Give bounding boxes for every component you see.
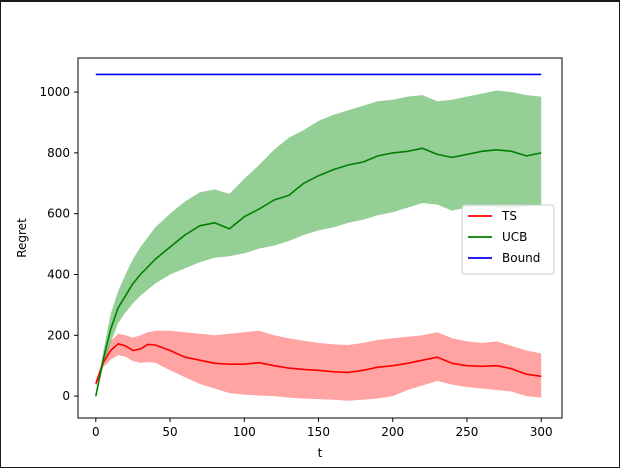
y-tick-label: 1000 <box>39 85 70 99</box>
x-tick-label: 150 <box>307 425 330 439</box>
ts-line <box>95 342 542 385</box>
x-axis-ticks: 0 50 100 150 200 250 300 <box>92 418 553 439</box>
y-tick-label: 200 <box>47 328 70 342</box>
y-tick-label: 0 <box>62 389 70 403</box>
x-axis-label: t <box>318 446 323 460</box>
x-tick-label: 250 <box>456 425 479 439</box>
x-tick-label: 0 <box>92 425 100 439</box>
ucb-line <box>95 147 542 397</box>
confidence-bands <box>95 90 542 401</box>
y-tick-label: 800 <box>47 146 70 160</box>
ucb-legend-label: UCB <box>502 230 527 244</box>
x-tick-label: 300 <box>530 425 553 439</box>
x-tick-label: 100 <box>233 425 256 439</box>
y-tick-label: 400 <box>47 267 70 281</box>
axes-box <box>77 57 563 419</box>
legend: TS UCB Bound <box>461 204 555 275</box>
ts-legend-label: TS <box>501 209 517 223</box>
legend-box <box>461 204 555 275</box>
y-tick-label: 600 <box>47 207 70 221</box>
x-tick-label: 50 <box>162 425 177 439</box>
y-axis-ticks: 0 200 400 600 800 1000 <box>39 85 78 403</box>
series-lines <box>95 73 542 397</box>
ucb-confidence-band <box>95 90 542 398</box>
ts-confidence-band <box>95 330 542 401</box>
y-axis-label: Regret <box>15 218 29 258</box>
x-tick-label: 200 <box>381 425 404 439</box>
bound-legend-label: Bound <box>502 251 540 265</box>
